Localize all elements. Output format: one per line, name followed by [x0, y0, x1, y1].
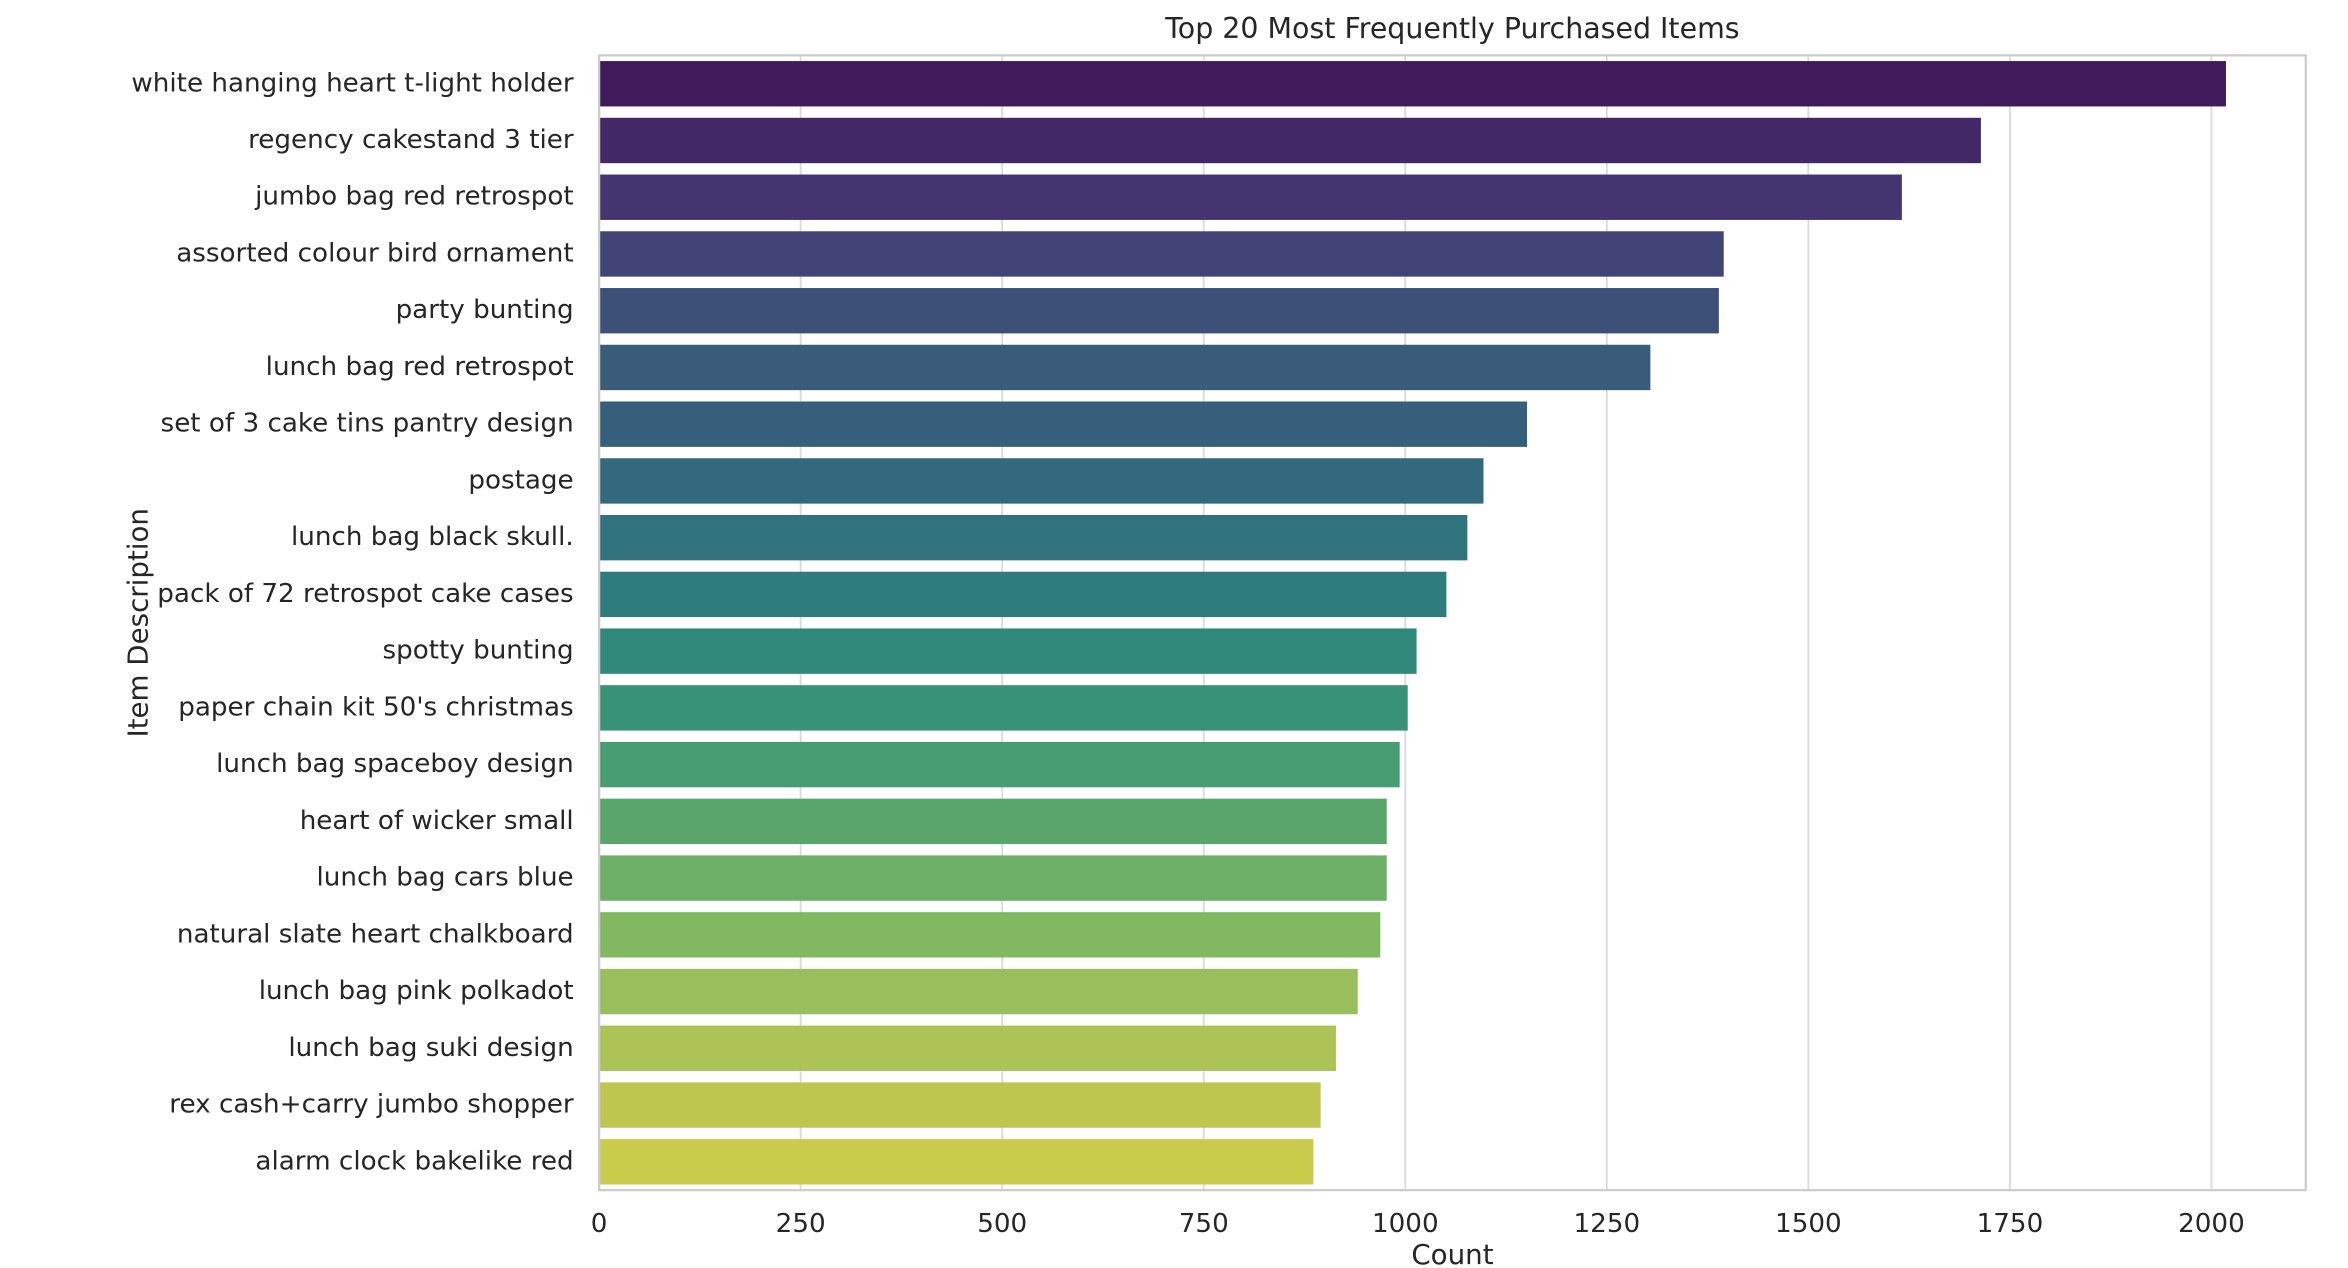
y-tick-label: paper chain kit 50's christmas — [178, 692, 573, 722]
bar — [599, 231, 1724, 277]
x-tick-label: 750 — [1179, 1209, 1229, 1239]
bar — [599, 571, 1447, 618]
bar — [599, 117, 1981, 164]
bar — [599, 1082, 1321, 1128]
bar — [599, 968, 1358, 1015]
x-tick-label: 1500 — [1775, 1209, 1842, 1239]
y-tick-label: lunch bag pink polkadot — [259, 976, 574, 1006]
bar — [599, 741, 1400, 788]
y-tick-label: set of 3 cake tins pantry design — [161, 409, 574, 439]
bar — [599, 344, 1651, 391]
bar — [599, 855, 1387, 901]
x-tick-label: 2000 — [2178, 1209, 2245, 1239]
y-tick-label: spotty bunting — [382, 636, 573, 666]
y-tick-label: regency cakestand 3 tier — [248, 125, 574, 155]
y-tick-label: lunch bag spaceboy design — [216, 749, 574, 779]
x-tick-label: 1750 — [1977, 1209, 2044, 1239]
y-tick-label: postage — [468, 465, 573, 495]
bar — [599, 912, 1381, 958]
x-tick-label: 500 — [977, 1209, 1027, 1239]
y-tick-label: assorted colour bird ornament — [176, 238, 573, 268]
y-tick-label: white hanging heart t-light holder — [131, 68, 574, 98]
bar — [599, 174, 1902, 220]
y-tick-label: alarm clock bakelike red — [255, 1146, 573, 1176]
bar — [599, 685, 1408, 731]
y-tick-label: lunch bag suki design — [288, 1033, 573, 1063]
y-axis-label: Item Description — [122, 508, 155, 738]
bar — [599, 288, 1719, 334]
bar — [599, 1025, 1336, 1072]
bar — [599, 514, 1468, 561]
y-tick-label: party bunting — [396, 295, 574, 325]
y-tick-label: pack of 72 retrospot cake cases — [157, 579, 573, 609]
y-tick-label: heart of wicker small — [300, 806, 574, 836]
chart-title: Top 20 Most Frequently Purchased Items — [1164, 12, 1739, 45]
plot-frame — [598, 54, 2307, 1192]
x-tick-label: 250 — [776, 1209, 826, 1239]
bar — [599, 458, 1484, 504]
bar — [599, 61, 2226, 107]
y-tick-label: lunch bag black skull. — [291, 522, 574, 552]
x-tick-label: 1250 — [1574, 1209, 1641, 1239]
y-tick-label: lunch bag cars blue — [316, 863, 573, 893]
bar — [599, 798, 1387, 845]
bar — [599, 401, 1528, 447]
x-axis-label: Count — [1411, 1238, 1493, 1268]
bar — [599, 1139, 1314, 1185]
y-tick-label: natural slate heart chalkboard — [177, 919, 574, 949]
bar — [599, 628, 1417, 674]
y-tick-label: rex cash+carry jumbo shopper — [169, 1090, 574, 1120]
y-tick-label: lunch bag red retrospot — [266, 352, 574, 382]
y-tick-label: jumbo bag red retrospot — [254, 182, 574, 212]
x-tick-label: 1000 — [1372, 1209, 1439, 1239]
x-tick-label: 0 — [591, 1209, 608, 1239]
